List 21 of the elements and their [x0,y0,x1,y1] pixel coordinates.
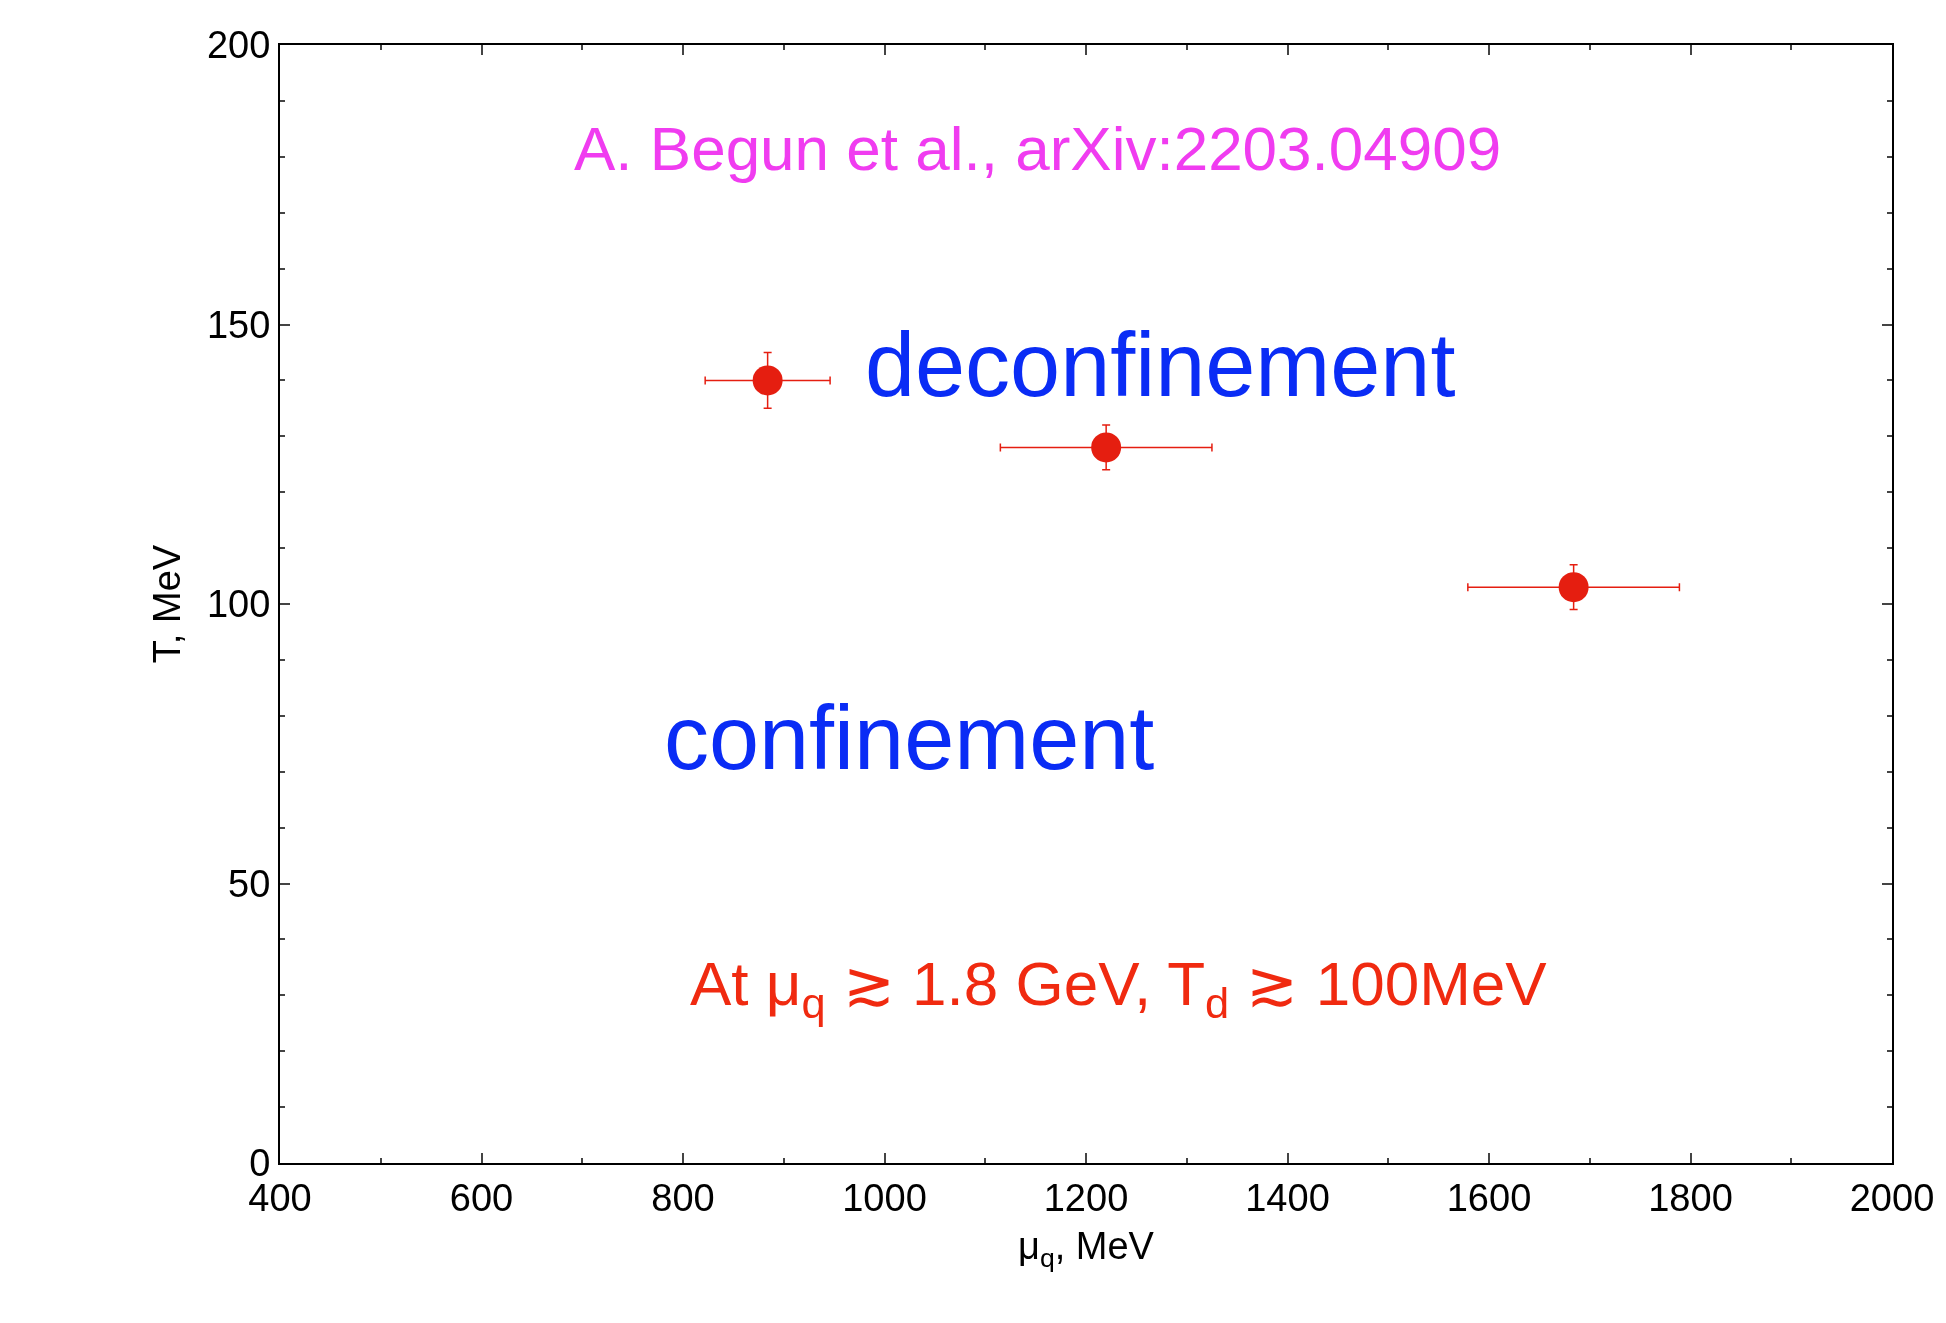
y-axis-title: T, MeV [145,544,188,664]
point [752,365,783,396]
point [1558,572,1589,603]
annotation: A. Begun et al., arXiv:2203.04909 [574,114,1502,183]
annotation: confinement [664,688,1155,788]
y-tick-label: 200 [206,24,271,67]
y-tick-label: 100 [206,583,271,626]
x-tick-label: 1600 [1446,1176,1532,1219]
point [1091,432,1122,463]
x-tick-label: 1400 [1245,1176,1330,1219]
x-tick-label: 800 [651,1176,715,1219]
x-tick-label: 2000 [1849,1176,1935,1219]
y-tick-label: 50 [228,862,271,905]
annotation: deconfinement [865,315,1456,415]
annotation: At μ$_{q}$ ≳ 1.8 GeV, T$_{d}$ ≳ 100MeV [690,949,1548,1028]
x-tick-label: 1800 [1648,1176,1733,1219]
x-tick-label: 1200 [1043,1176,1129,1219]
y-tick-label: 150 [206,303,271,346]
x-tick-label: 600 [449,1176,514,1219]
x-axis-title: μ$_{q}$, MeV [1018,1225,1155,1274]
x-tick-label: 1000 [842,1176,927,1219]
